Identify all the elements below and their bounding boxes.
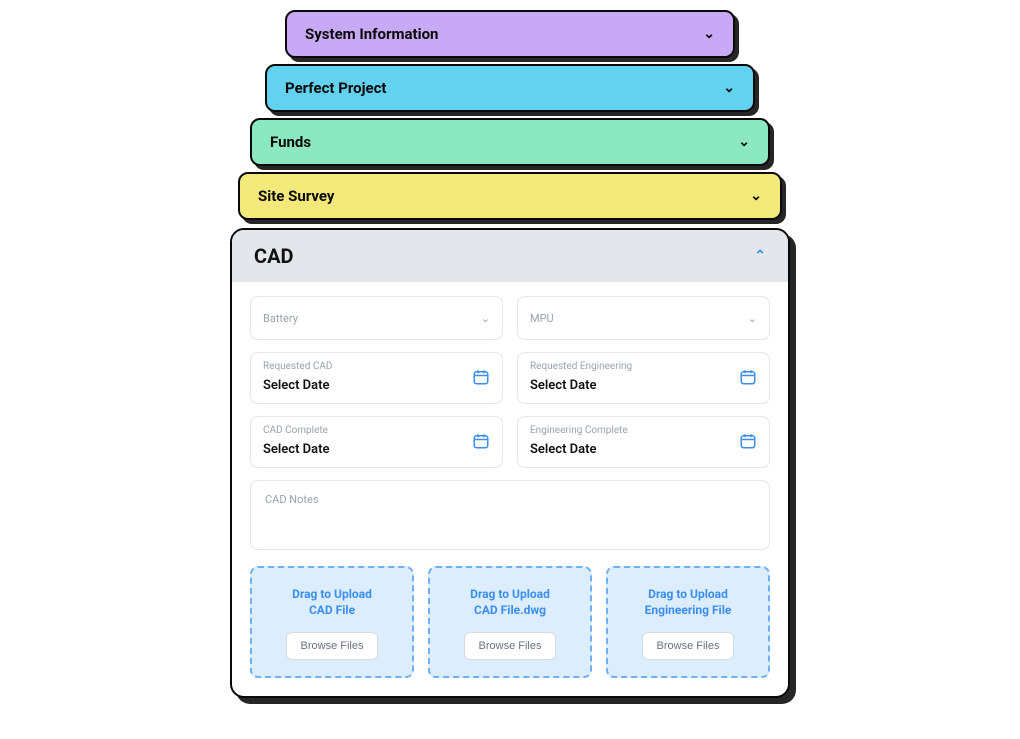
chevron-up-icon: ⌃	[754, 248, 766, 264]
field-label: Battery	[263, 312, 298, 325]
panel-title: CAD	[254, 244, 294, 268]
calendar-icon	[739, 368, 757, 386]
field-value: Select Date	[530, 378, 597, 393]
accordion-funds[interactable]: Funds ⌄	[250, 118, 770, 166]
cad-notes-textarea[interactable]: CAD Notes	[250, 480, 770, 550]
field-text: Requested CAD Select Date	[263, 361, 332, 393]
chevron-down-icon: ⌄	[723, 80, 735, 96]
field-value: Select Date	[263, 442, 330, 457]
calendar-icon	[472, 368, 490, 386]
field-label: Requested Engineering	[530, 361, 632, 372]
field-label: MPU	[530, 312, 554, 325]
battery-select[interactable]: Battery ⌄	[250, 296, 503, 340]
dropzone-cad-file[interactable]: Drag to Upload CAD File Browse Files	[250, 566, 414, 678]
cad-complete-date[interactable]: CAD Complete Select Date	[250, 416, 503, 468]
field-value: Select Date	[263, 378, 330, 393]
dropzone-label: Drag to Upload CAD File.dwg	[470, 586, 550, 618]
cad-panel-body: Battery ⌄ MPU ⌄ Requested CAD Select Dat…	[232, 282, 788, 696]
chevron-down-icon: ⌄	[750, 188, 762, 204]
field-label: Engineering Complete	[530, 425, 628, 436]
field-text: Engineering Complete Select Date	[530, 425, 628, 457]
browse-files-button[interactable]: Browse Files	[464, 632, 557, 660]
chevron-down-icon: ⌄	[703, 26, 715, 42]
dropzone-label: Drag to Upload Engineering File	[645, 586, 732, 618]
cad-panel: CAD ⌃ Battery ⌄ MPU ⌄ Requested CAD Sele…	[230, 228, 790, 698]
notes-placeholder: CAD Notes	[265, 493, 319, 506]
accordion-perfect-project[interactable]: Perfect Project ⌄	[265, 64, 755, 112]
dropzone-cad-dwg[interactable]: Drag to Upload CAD File.dwg Browse Files	[428, 566, 592, 678]
mpu-select[interactable]: MPU ⌄	[517, 296, 770, 340]
chevron-down-icon: ⌄	[738, 134, 750, 150]
accordion-label: Perfect Project	[285, 79, 387, 97]
cad-panel-header[interactable]: CAD ⌃	[232, 230, 788, 282]
accordion-label: Funds	[270, 133, 311, 151]
field-label: CAD Complete	[263, 425, 330, 436]
field-text: CAD Complete Select Date	[263, 425, 330, 457]
field-label: Requested CAD	[263, 361, 332, 372]
requested-cad-date[interactable]: Requested CAD Select Date	[250, 352, 503, 404]
chevron-down-icon: ⌄	[748, 312, 757, 325]
field-text: Requested Engineering Select Date	[530, 361, 632, 393]
chevron-down-icon: ⌄	[481, 312, 490, 325]
accordion-label: System Information	[305, 25, 438, 43]
accordion-site-survey[interactable]: Site Survey ⌄	[238, 172, 782, 220]
browse-files-button[interactable]: Browse Files	[286, 632, 379, 660]
accordion-system-information[interactable]: System Information ⌄	[285, 10, 735, 58]
calendar-icon	[472, 432, 490, 450]
calendar-icon	[739, 432, 757, 450]
accordion-label: Site Survey	[258, 187, 334, 205]
engineering-complete-date[interactable]: Engineering Complete Select Date	[517, 416, 770, 468]
browse-files-button[interactable]: Browse Files	[642, 632, 735, 660]
requested-engineering-date[interactable]: Requested Engineering Select Date	[517, 352, 770, 404]
dropzone-label: Drag to Upload CAD File	[292, 586, 372, 618]
field-value: Select Date	[530, 442, 597, 457]
dropzone-engineering-file[interactable]: Drag to Upload Engineering File Browse F…	[606, 566, 770, 678]
